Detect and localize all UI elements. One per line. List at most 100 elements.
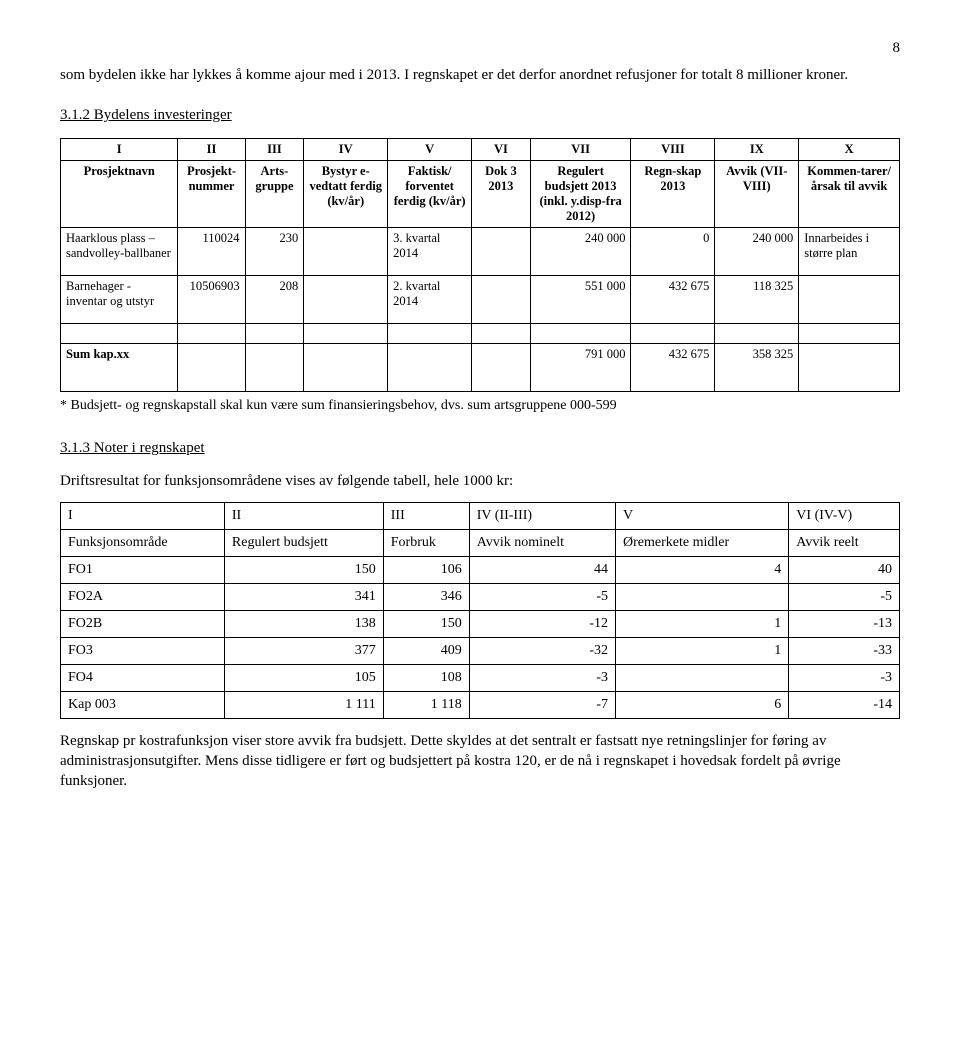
roman-header: III: [245, 139, 304, 161]
sum-regnskap: 432 675: [631, 344, 715, 392]
roman-header: VI: [472, 139, 531, 161]
cell-arts: 230: [245, 228, 304, 276]
section-313-lead: Driftsresultat for funksjonsområdene vis…: [60, 471, 900, 491]
cell: 106: [383, 556, 469, 583]
cell-name: Haarklous plass – sandvolley-ballbaner: [61, 228, 178, 276]
cell-bystyr: [304, 276, 388, 324]
cell-bystyr: [304, 228, 388, 276]
col-header: Bystyr e-vedtatt ferdig (kv/år): [304, 161, 388, 228]
cell: [616, 583, 789, 610]
cell-dok3: [472, 228, 531, 276]
col-header: Arts-gruppe: [245, 161, 304, 228]
cell: -5: [789, 583, 900, 610]
roman-header: II: [224, 502, 383, 529]
cell: -3: [469, 664, 615, 691]
cell: -32: [469, 637, 615, 664]
cell-faktisk: 3. kvartal 2014: [388, 228, 472, 276]
cell: FO2A: [61, 583, 225, 610]
cell-projnum: 10506903: [178, 276, 245, 324]
cell-name: Barnehager - inventar og utstyr: [61, 276, 178, 324]
cell: -3: [789, 664, 900, 691]
col-header: Øremerkete midler: [616, 529, 789, 556]
cell: 138: [224, 610, 383, 637]
page-number: 8: [60, 40, 900, 57]
cell: 44: [469, 556, 615, 583]
table-row: FO1 150 106 44 4 40: [61, 556, 900, 583]
col-header: Avvik (VII-VIII): [715, 161, 799, 228]
table-row: FO2A 341 346 -5 -5: [61, 583, 900, 610]
col-header: Regulert budsjett 2013 (inkl. y.disp-fra…: [530, 161, 631, 228]
roman-header: VII: [530, 139, 631, 161]
roman-header: VI (IV-V): [789, 502, 900, 529]
cell: 150: [383, 610, 469, 637]
cell-arts: 208: [245, 276, 304, 324]
col-header: Kommen-tarer/årsak til avvik: [799, 161, 900, 228]
cell: -33: [789, 637, 900, 664]
cell: -14: [789, 691, 900, 718]
cell: FO3: [61, 637, 225, 664]
section-312-heading: 3.1.2 Bydelens investeringer: [60, 107, 900, 124]
cell-regnskap: 0: [631, 228, 715, 276]
roman-header: X: [799, 139, 900, 161]
roman-header: II: [178, 139, 245, 161]
cell: FO4: [61, 664, 225, 691]
table-row: FO3 377 409 -32 1 -33: [61, 637, 900, 664]
col-header: Faktisk/ forventet ferdig (kv/år): [388, 161, 472, 228]
table-row: FO2B 138 150 -12 1 -13: [61, 610, 900, 637]
col-header: Prosjekt-nummer: [178, 161, 245, 228]
investments-roman-row: I II III IV V VI VII VIII IX X: [61, 139, 900, 161]
cell-kommentar: [799, 276, 900, 324]
cell: 108: [383, 664, 469, 691]
cell: 409: [383, 637, 469, 664]
table-row-blank: [61, 324, 900, 344]
table-row-sum: Sum kap.xx 791 000 432 675 358 325: [61, 344, 900, 392]
cell-avvik: 240 000: [715, 228, 799, 276]
col-header: Avvik nominelt: [469, 529, 615, 556]
table-row: Barnehager - inventar og utstyr 10506903…: [61, 276, 900, 324]
section-313-footer: Regnskap pr kostrafunksjon viser store a…: [60, 731, 900, 792]
roman-header: VIII: [631, 139, 715, 161]
table-row: Haarklous plass – sandvolley-ballbaner 1…: [61, 228, 900, 276]
table-row: FO4 105 108 -3 -3: [61, 664, 900, 691]
cell: 346: [383, 583, 469, 610]
investments-footnote: * Budsjett- og regnskapstall skal kun væ…: [60, 398, 900, 414]
cell: 1: [616, 610, 789, 637]
col-header: Forbruk: [383, 529, 469, 556]
roman-header: III: [383, 502, 469, 529]
results-table: I II III IV (II-III) V VI (IV-V) Funksjo…: [60, 502, 900, 719]
cell: 4: [616, 556, 789, 583]
cell-regbud: 240 000: [530, 228, 631, 276]
cell: FO2B: [61, 610, 225, 637]
cell: Kap 003: [61, 691, 225, 718]
cell-regbud: 551 000: [530, 276, 631, 324]
section-313-heading: 3.1.3 Noter i regnskapet: [60, 440, 900, 457]
cell: -13: [789, 610, 900, 637]
cell: 1: [616, 637, 789, 664]
col-header: Dok 3 2013: [472, 161, 531, 228]
table-row: Kap 003 1 111 1 118 -7 6 -14: [61, 691, 900, 718]
cell-avvik: 118 325: [715, 276, 799, 324]
cell: -7: [469, 691, 615, 718]
cell: 6: [616, 691, 789, 718]
cell: 150: [224, 556, 383, 583]
col-header: Regn-skap 2013: [631, 161, 715, 228]
roman-header: IV (II-III): [469, 502, 615, 529]
cell: -12: [469, 610, 615, 637]
cell-regnskap: 432 675: [631, 276, 715, 324]
cell: 377: [224, 637, 383, 664]
col-header: Avvik reelt: [789, 529, 900, 556]
col-header: Funksjonsområde: [61, 529, 225, 556]
cell: 341: [224, 583, 383, 610]
roman-header: I: [61, 502, 225, 529]
cell: 1 111: [224, 691, 383, 718]
cell: 105: [224, 664, 383, 691]
cell-dok3: [472, 276, 531, 324]
sum-avvik: 358 325: [715, 344, 799, 392]
roman-header: IX: [715, 139, 799, 161]
cell: 1 118: [383, 691, 469, 718]
cell: FO1: [61, 556, 225, 583]
investments-colheader-row: Prosjektnavn Prosjekt-nummer Arts-gruppe…: [61, 161, 900, 228]
roman-header: V: [616, 502, 789, 529]
roman-header: V: [388, 139, 472, 161]
cell: [616, 664, 789, 691]
